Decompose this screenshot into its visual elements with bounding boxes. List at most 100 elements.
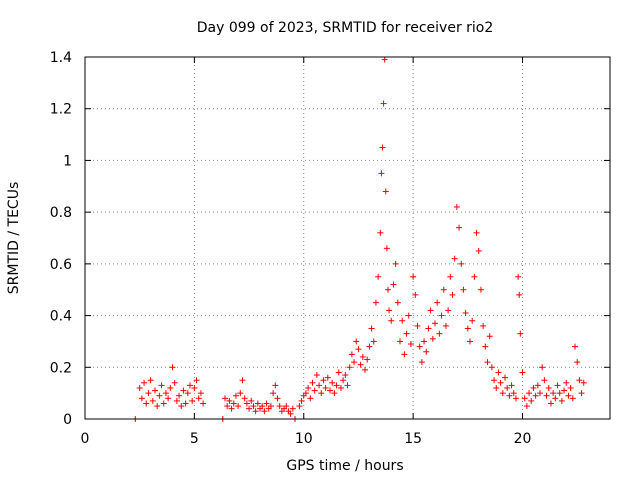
data-point-marker [383, 245, 390, 252]
data-point-marker [160, 400, 167, 407]
data-point-marker [191, 384, 198, 391]
data-point-marker [322, 384, 329, 391]
data-point-marker [412, 291, 419, 298]
y-axis-label: SRMTID / TECUs [6, 182, 22, 295]
data-point-marker [416, 343, 423, 350]
data-point-marker [195, 395, 202, 402]
data-point-marker [167, 384, 174, 391]
data-point-marker [482, 343, 489, 350]
data-point-marker [545, 384, 552, 391]
data-point-marker [239, 377, 246, 384]
data-points [132, 56, 587, 422]
data-point-marker [377, 229, 384, 236]
data-point-marker [182, 400, 189, 407]
data-point-marker [440, 286, 447, 293]
data-point-marker [263, 400, 270, 407]
data-point-marker [480, 322, 487, 329]
data-point-marker [340, 377, 347, 384]
x-tick-label: 5 [190, 431, 199, 447]
data-point-marker [302, 390, 309, 397]
data-point-marker [197, 390, 204, 397]
y-tick-label: 0.6 [50, 257, 72, 273]
data-point-marker [228, 405, 235, 412]
data-point-marker [550, 390, 557, 397]
data-point-marker [222, 395, 228, 402]
data-point-marker [449, 291, 456, 298]
data-point-marker [178, 403, 185, 410]
data-point-marker [200, 400, 207, 407]
data-point-marker [379, 144, 386, 151]
data-point-marker [329, 379, 336, 386]
data-point-marker [567, 384, 574, 391]
data-point-marker [392, 260, 399, 267]
data-point-marker [572, 343, 578, 350]
y-tick-label: 0.2 [50, 360, 72, 376]
data-point-marker [313, 372, 320, 379]
data-point-marker [532, 392, 539, 399]
data-point-marker [152, 387, 158, 394]
data-point-marker [502, 374, 508, 381]
y-tick-label: 0.4 [50, 309, 72, 325]
data-point-marker [504, 384, 511, 391]
data-point-marker [136, 384, 143, 391]
data-point-marker [418, 359, 425, 366]
data-point-marker [342, 372, 349, 379]
data-point-marker [495, 369, 502, 376]
data-point-marker [405, 312, 412, 319]
data-point-marker [471, 273, 478, 280]
data-point-marker [517, 330, 524, 337]
data-point-marker [355, 346, 362, 353]
data-point-marker [147, 377, 154, 384]
data-point-marker [386, 307, 393, 314]
data-point-marker [344, 382, 351, 389]
data-point-marker [250, 403, 257, 410]
data-point-marker [425, 325, 432, 332]
data-point-marker [372, 299, 379, 306]
data-point-marker [547, 400, 554, 407]
data-point-marker [298, 397, 305, 404]
data-point-marker [436, 330, 443, 337]
data-point-marker [351, 359, 358, 366]
data-point-marker [145, 390, 152, 397]
plot-frame [84, 56, 611, 420]
x-tick-label: 20 [514, 431, 532, 447]
data-point-marker [554, 382, 561, 389]
data-point-marker [296, 403, 303, 410]
data-point-marker [473, 229, 480, 236]
data-point-marker [576, 377, 583, 384]
data-point-marker [368, 325, 375, 332]
data-point-marker [320, 377, 327, 384]
data-point-marker [434, 299, 441, 306]
data-point-marker [491, 377, 498, 384]
data-point-marker [499, 390, 506, 397]
data-point-marker [370, 338, 377, 345]
data-point-marker [143, 400, 150, 407]
data-point-marker [305, 384, 312, 391]
data-point-marker [477, 286, 484, 293]
y-tick-labels: 0 0.2 0.4 0.6 0.8 1 1.2 1.4 [50, 50, 72, 428]
x-axis-label: GPS time / hours [286, 458, 403, 474]
data-point-marker [252, 408, 259, 415]
data-point-marker [149, 397, 156, 404]
data-point-marker [537, 390, 543, 397]
data-point-marker [309, 379, 316, 386]
data-point-marker [578, 390, 585, 397]
data-point-marker [171, 379, 178, 386]
data-point-marker [523, 403, 530, 410]
data-point-marker [375, 273, 382, 280]
data-point-marker [469, 317, 476, 324]
chart-title: Day 099 of 2023, SRMTID for receiver rio… [197, 20, 494, 36]
data-point-marker [401, 351, 408, 358]
data-point-marker [488, 364, 495, 371]
y-tick-label: 0 [63, 412, 72, 428]
data-point-marker [390, 281, 397, 288]
data-point-marker [274, 395, 281, 402]
data-point-marker [243, 400, 250, 407]
data-point-marker [432, 320, 438, 327]
data-point-marker [484, 359, 491, 366]
data-point-marker [580, 379, 587, 386]
data-point-marker [346, 364, 353, 371]
data-point-marker [519, 369, 526, 376]
data-point-marker [445, 307, 452, 314]
